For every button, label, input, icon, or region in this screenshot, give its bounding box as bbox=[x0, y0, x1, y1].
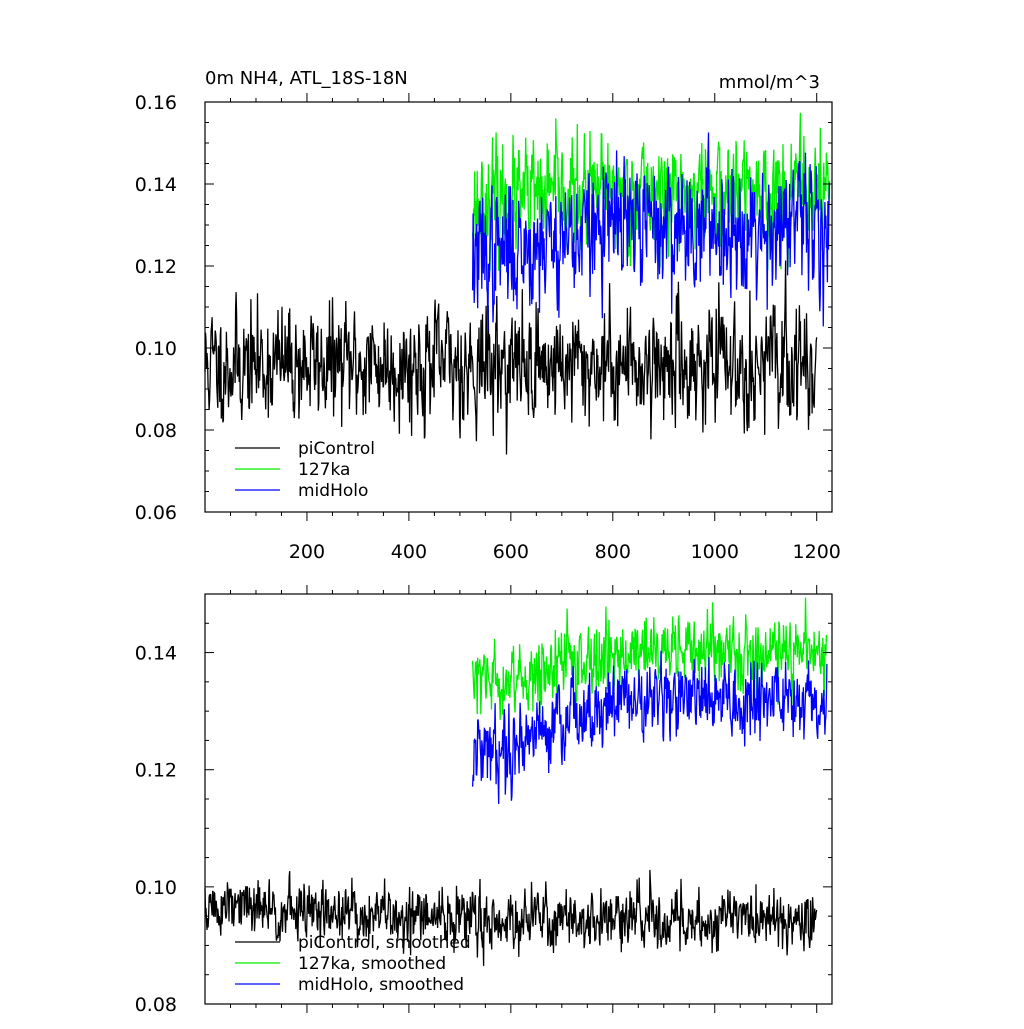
panel-2-ytick-label-3: 0.14 bbox=[135, 643, 177, 665]
panel-2-legend-label-1: 127ka, smoothed bbox=[298, 954, 446, 974]
panel-1-series-2 bbox=[471, 132, 831, 331]
panel-1-ytick-label-4: 0.14 bbox=[135, 174, 177, 196]
panel-2-legend-label-2: midHolo, smoothed bbox=[298, 975, 464, 995]
panel-1-ytick-label-1: 0.08 bbox=[135, 420, 177, 442]
panel-1-xtick-label-4: 1000 bbox=[691, 541, 739, 563]
panel-1-legend-label-0: piControl bbox=[298, 439, 375, 459]
panel-1-xtick-label-5: 1200 bbox=[793, 541, 841, 563]
panel-1-units: mmol/m^3 bbox=[719, 72, 820, 93]
panel-1: 200 400 600 800 1000 1200 0.06 0.08 0.10 0.12 0.14… bbox=[135, 92, 841, 563]
panel-2-series-0 bbox=[204, 869, 818, 966]
panel-1-ytick-label-0: 0.06 bbox=[135, 502, 177, 524]
panel-2-legend-label-0: piControl, smoothed bbox=[298, 933, 471, 953]
panel-2-ytick-label-2: 0.12 bbox=[135, 760, 177, 782]
panel-2-ytick-label-1: 0.10 bbox=[135, 877, 177, 899]
panel-1-ytick-label-5: 0.16 bbox=[135, 92, 177, 114]
panel-1-legend-label-1: 127ka bbox=[298, 460, 350, 480]
panel-1-ytick-label-2: 0.10 bbox=[135, 338, 177, 360]
panel-1-legend-label-2: midHolo bbox=[298, 481, 368, 501]
panel-1-series-0 bbox=[204, 260, 818, 455]
panel-1-xtick-label-3: 800 bbox=[595, 541, 631, 563]
panel-2-series-2 bbox=[471, 650, 828, 805]
panel-1-xtick-label-2: 600 bbox=[493, 541, 529, 563]
panel-1-ytick-label-3: 0.12 bbox=[135, 256, 177, 278]
panel-2-ytick-label-0: 0.08 bbox=[135, 994, 177, 1016]
panel-1-xtick-label-1: 400 bbox=[391, 541, 427, 563]
panel-2-series-1 bbox=[471, 597, 828, 720]
panel-1-title: 0m NH4, ATL_18S-18N bbox=[205, 68, 408, 89]
panel-2: 0.08 0.10 0.12 0.14 piControl, smoothed127ka… bbox=[135, 585, 833, 1016]
panel-1-xtick-label-0: 200 bbox=[289, 541, 325, 563]
